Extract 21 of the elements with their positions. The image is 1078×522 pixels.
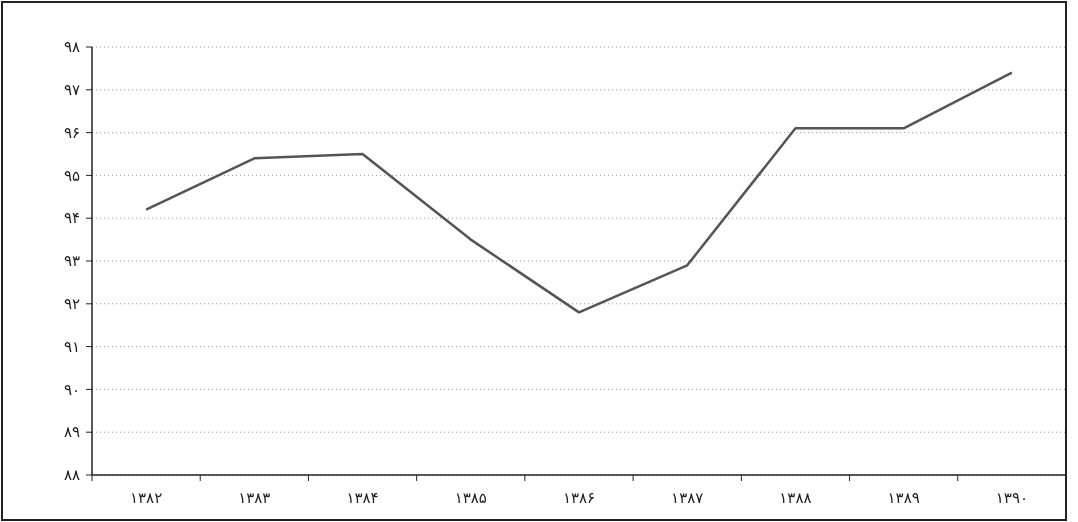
y-tick-label: ۹۴ bbox=[63, 209, 80, 228]
y-tick-label: ۹۸ bbox=[63, 38, 80, 57]
x-tick-label: ۱۳۹۰ bbox=[995, 489, 1029, 507]
y-tick-label: ۹۶ bbox=[63, 123, 80, 142]
x-tick-label: ۱۳۸۵ bbox=[454, 489, 487, 507]
x-tick-label: ۱۳۸۹ bbox=[887, 489, 920, 507]
y-tick-label: ۸۹ bbox=[63, 423, 80, 442]
y-tick-label: ۸۸ bbox=[63, 466, 80, 485]
x-tick-label: ۱۳۸۴ bbox=[346, 489, 379, 507]
x-tick-label: ۱۳۸۲ bbox=[129, 489, 163, 507]
y-tick-label: ۹۰ bbox=[63, 380, 80, 399]
y-tick-label: ۹۷ bbox=[63, 81, 80, 100]
x-tick-label: ۱۳۸۶ bbox=[562, 489, 596, 507]
y-tick-label: ۹۳ bbox=[63, 252, 80, 271]
line-series bbox=[144, 71, 1014, 314]
x-tick-label: ۱۳۸۷ bbox=[671, 489, 704, 507]
y-tick-label: ۹۱ bbox=[63, 337, 80, 356]
y-tick-label: ۹۲ bbox=[63, 295, 80, 314]
x-tick-label: ۱۳۸۸ bbox=[779, 489, 812, 507]
x-tick-label: ۱۳۸۳ bbox=[238, 489, 271, 507]
y-tick-label: ۹۵ bbox=[63, 166, 80, 185]
